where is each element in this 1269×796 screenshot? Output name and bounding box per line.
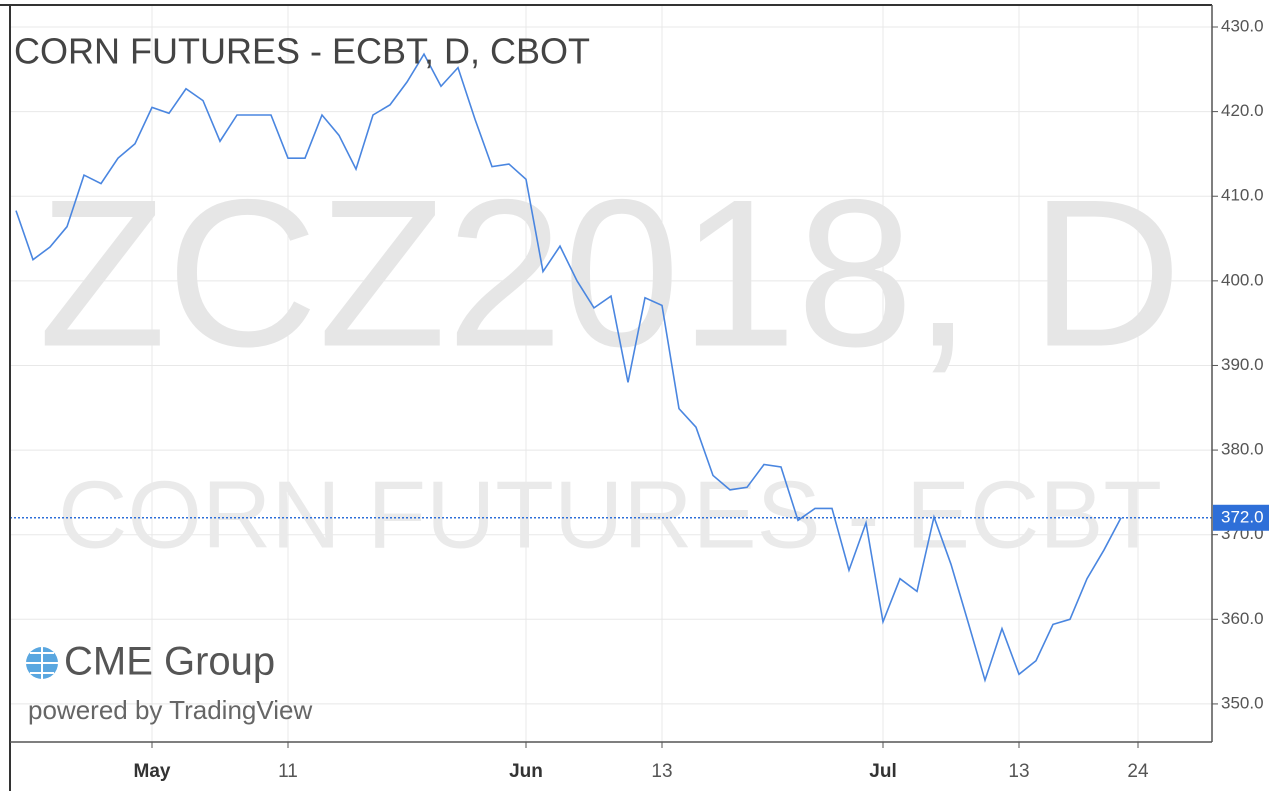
x-tick-label: Jul xyxy=(869,761,896,782)
price-line xyxy=(15,52,1122,683)
y-tick-label: 380.0 xyxy=(1221,440,1264,459)
y-tick-label: 420.0 xyxy=(1221,101,1264,120)
x-tick-label: 11 xyxy=(278,761,298,782)
x-tick-label: 24 xyxy=(1127,761,1149,782)
marks xyxy=(10,52,1212,683)
brand: CME Group xyxy=(64,640,275,684)
y-tick-label: 430.0 xyxy=(1221,16,1264,35)
x-tick-label: May xyxy=(134,761,171,782)
x-tick-label: Jun xyxy=(509,761,543,782)
x-tick-label: 13 xyxy=(651,761,672,782)
y-tick-label: 390.0 xyxy=(1221,355,1264,374)
powered-by: powered by TradingView xyxy=(28,695,312,725)
brand-globe-lines xyxy=(26,647,58,679)
last-price-box xyxy=(1213,504,1269,531)
y-tick-label: 360.0 xyxy=(1221,609,1264,628)
y-tick-label: 400.0 xyxy=(1221,270,1264,289)
y-tick-label: 350.0 xyxy=(1221,693,1264,712)
grid xyxy=(10,5,1212,742)
x-tick-label: 13 xyxy=(1008,761,1029,782)
watermark: ZCZ2018, D xyxy=(38,155,1182,390)
watermark-subtitle: CORN FUTURES - ECBT xyxy=(58,461,1162,568)
y-tick-label: 410.0 xyxy=(1221,186,1264,205)
chart-title: CORN FUTURES - ECBT, D, CBOT xyxy=(14,31,590,72)
last-price-label: 372.0 xyxy=(1221,507,1264,526)
